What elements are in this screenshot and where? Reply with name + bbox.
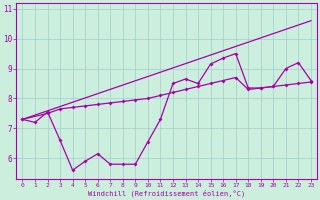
X-axis label: Windchill (Refroidissement éolien,°C): Windchill (Refroidissement éolien,°C) [88, 190, 245, 197]
